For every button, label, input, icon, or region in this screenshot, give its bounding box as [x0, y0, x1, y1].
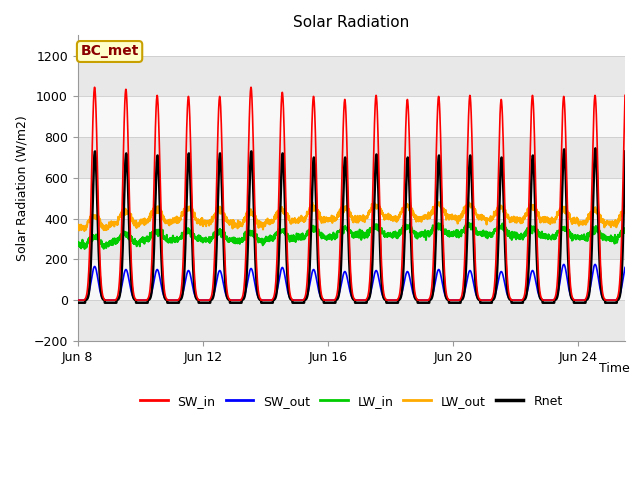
LW_out — [308, 200, 316, 205]
Bar — [77, 137, 625, 178]
Bar — [77, 300, 625, 341]
LW_in — [365, 232, 372, 238]
Text: BC_met: BC_met — [81, 45, 139, 59]
SW_out — [275, 280, 282, 286]
Rnet — [460, 291, 468, 297]
SW_out — [74, 297, 81, 303]
SW_out — [559, 262, 567, 268]
X-axis label: Time: Time — [598, 362, 629, 375]
SW_in — [365, 288, 372, 293]
LW_in — [557, 224, 564, 229]
SW_in — [621, 93, 629, 98]
Bar — [77, 96, 625, 137]
Rnet — [152, 175, 160, 180]
Line: LW_out: LW_out — [77, 203, 625, 231]
SW_in — [91, 84, 99, 90]
LW_out — [560, 207, 568, 213]
Rnet — [365, 296, 372, 302]
Rnet — [556, 258, 564, 264]
LW_out — [74, 223, 81, 229]
Legend: SW_in, SW_out, LW_in, LW_out, Rnet: SW_in, SW_out, LW_in, LW_out, Rnet — [135, 390, 568, 413]
LW_in — [560, 224, 568, 230]
SW_in — [74, 297, 81, 303]
SW_out — [152, 268, 160, 274]
Line: Rnet: Rnet — [77, 148, 625, 303]
SW_out — [460, 291, 468, 297]
Title: Solar Radiation: Solar Radiation — [293, 15, 410, 30]
Bar — [77, 56, 625, 96]
LW_in — [152, 228, 160, 233]
Rnet — [74, 300, 81, 306]
Line: LW_in: LW_in — [77, 223, 625, 249]
SW_in — [460, 266, 468, 272]
Bar — [77, 36, 625, 56]
LW_in — [74, 242, 81, 248]
Rnet — [621, 148, 629, 154]
LW_in — [621, 229, 629, 235]
Y-axis label: Solar Radiation (W/m2): Solar Radiation (W/m2) — [15, 115, 28, 261]
SW_in — [556, 197, 564, 203]
SW_in — [152, 101, 160, 107]
LW_out — [621, 207, 629, 213]
Rnet — [591, 145, 599, 151]
LW_in — [275, 228, 283, 234]
Line: SW_in: SW_in — [77, 87, 625, 300]
SW_out — [560, 262, 568, 267]
SW_out — [621, 264, 629, 270]
LW_out — [557, 205, 564, 211]
Rnet — [275, 256, 282, 262]
LW_out — [81, 228, 88, 234]
Bar — [77, 218, 625, 259]
LW_in — [81, 246, 88, 252]
Bar — [77, 178, 625, 218]
LW_out — [275, 209, 283, 215]
LW_in — [460, 228, 468, 234]
SW_out — [556, 279, 564, 285]
LW_out — [461, 209, 468, 215]
Bar — [77, 259, 625, 300]
SW_in — [275, 191, 283, 197]
LW_out — [152, 205, 160, 211]
Line: SW_out: SW_out — [77, 264, 625, 300]
Rnet — [559, 155, 567, 161]
LW_out — [365, 208, 373, 214]
SW_in — [559, 94, 567, 100]
LW_in — [465, 220, 473, 226]
SW_out — [365, 295, 372, 301]
